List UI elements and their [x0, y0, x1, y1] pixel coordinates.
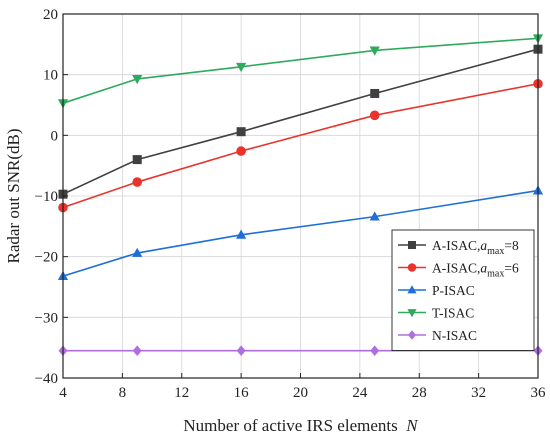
legend-label: N-ISAC	[432, 328, 477, 343]
data-point	[370, 345, 380, 356]
legend-label: A-ISAC,amax=8	[432, 238, 519, 257]
x-tick-label: 8	[119, 385, 127, 401]
legend-label-tail: =6	[504, 261, 519, 276]
legend-item: N-ISAC	[398, 328, 477, 343]
legend-label: T-ISAC	[432, 306, 474, 321]
x-axis-title-text: Number of active IRS elements	[183, 416, 397, 435]
y-tick-label: 20	[43, 7, 58, 23]
y-tick-label: −20	[35, 250, 58, 266]
legend: A-ISAC,amax=8A-ISAC,amax=6P-ISACT-ISACN-…	[391, 229, 535, 351]
data-point	[132, 75, 143, 85]
legend-label-main: A-ISAC,	[432, 238, 480, 253]
x-tick-label: 36	[531, 385, 547, 401]
data-point	[369, 211, 380, 221]
legend-swatch-marker	[407, 309, 417, 318]
legend-item: P-ISAC	[398, 283, 475, 298]
series-p-isac	[57, 185, 544, 280]
data-point	[369, 46, 380, 56]
data-point	[236, 62, 247, 73]
y-axis-title: Radar out SNR(dB)	[4, 128, 23, 263]
legend-label-tail: =8	[504, 238, 519, 253]
legend-swatch-marker	[408, 330, 416, 340]
y-tick-label: −30	[35, 310, 58, 326]
data-point	[236, 146, 246, 156]
data-point	[132, 177, 143, 187]
legend-label-main: T-ISAC	[432, 306, 474, 321]
x-tick-label: 32	[471, 385, 486, 401]
x-axis-title: Number of active IRS elements N	[183, 416, 419, 435]
x-tick-label: 24	[352, 385, 368, 401]
x-tick-label: 20	[293, 385, 308, 401]
legend-label-var: a	[480, 261, 487, 276]
legend-item: A-ISAC,amax=6	[398, 261, 519, 280]
y-tick-label: 10	[43, 68, 58, 84]
x-tick-label: 16	[234, 385, 250, 401]
data-point	[132, 155, 142, 165]
x-tick-label: 4	[59, 385, 67, 401]
legend-swatch-marker	[407, 263, 417, 272]
ticks: 4 8 12 16 20 24 28 32 36 −40 −30 −20 −10 0 10 20	[35, 7, 546, 401]
data-point	[132, 345, 142, 356]
data-point	[369, 110, 380, 121]
series-a-isac-a-max-6	[58, 78, 543, 213]
data-point	[236, 345, 246, 356]
legend-label: P-ISAC	[432, 283, 475, 298]
x-tick-label: 12	[174, 385, 189, 401]
legend-swatch-marker	[408, 241, 416, 249]
y-tick-label: −10	[35, 189, 58, 205]
data-point	[132, 247, 143, 257]
legend-label-main: A-ISAC,	[432, 261, 480, 276]
legend-item: T-ISAC	[398, 306, 474, 321]
legend-label-var: a	[480, 238, 487, 253]
legend-swatch-marker	[407, 285, 417, 294]
legend-label-sub: max	[487, 246, 504, 257]
legend-label-main: N-ISAC	[432, 328, 477, 343]
legend-item: A-ISAC,amax=8	[398, 238, 519, 257]
data-point	[236, 127, 246, 137]
x-axis-title-variable: N	[402, 416, 419, 435]
legend-label-main: P-ISAC	[432, 283, 475, 298]
x-tick-label: 28	[412, 385, 427, 401]
legend-label: A-ISAC,amax=6	[432, 261, 519, 280]
data-point	[236, 229, 247, 239]
y-tick-label: 0	[51, 128, 59, 144]
data-point	[370, 88, 380, 98]
legend-label-sub: max	[487, 269, 504, 280]
y-tick-label: −40	[35, 371, 58, 387]
